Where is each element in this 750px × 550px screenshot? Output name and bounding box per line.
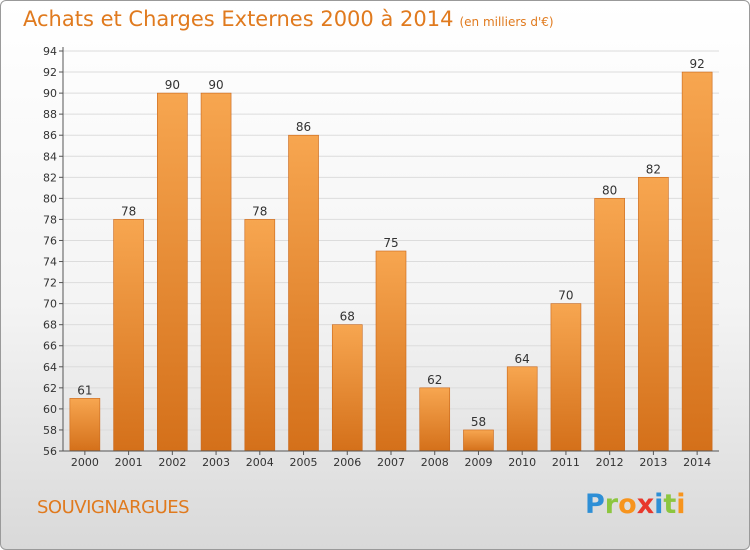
x-tick-label: 2006 (333, 456, 361, 469)
y-tick-label: 80 (43, 192, 57, 205)
proxiti-logo: Proxiti (585, 489, 686, 520)
y-tick-label: 82 (43, 171, 57, 184)
y-tick-label: 68 (43, 319, 57, 332)
x-tick-label: 2010 (508, 456, 536, 469)
bar (550, 303, 582, 452)
y-tick-label: 70 (43, 298, 57, 311)
y-tick-label: 56 (43, 445, 57, 458)
bar (594, 198, 625, 452)
y-tick-label: 86 (43, 129, 57, 142)
axis-layer: 56 58 60 62 64 66 68 70 72 74 76 78 80 82 84 86 88 90 92 94… (43, 45, 719, 469)
bar-value-label: 70 (558, 289, 573, 303)
chart-title: Achats et Charges Externes 2000 à 2014 (e… (23, 7, 554, 31)
bar (113, 219, 144, 452)
logo-letter: o (618, 489, 637, 520)
x-tick-label: 2000 (71, 456, 99, 469)
bar-value-label: 86 (296, 120, 311, 134)
y-tick-label: 58 (43, 424, 57, 437)
x-tick-label: 2002 (158, 456, 186, 469)
y-tick-label: 62 (43, 382, 57, 395)
bar (331, 324, 363, 452)
logo-letter: i (676, 489, 686, 520)
chart-title-text: Achats et Charges Externes 2000 à 2014 (23, 7, 454, 31)
logo-letter: i (654, 489, 664, 520)
y-tick-label: 64 (43, 361, 57, 374)
logo-letter: t (663, 489, 677, 520)
bar-value-label: 68 (340, 310, 355, 324)
logo-letter: P (585, 489, 605, 520)
bar (506, 366, 538, 452)
bar-value-label: 62 (427, 373, 442, 387)
bar-value-label: 64 (515, 352, 530, 366)
y-tick-label: 60 (43, 403, 57, 416)
y-tick-label: 94 (43, 45, 57, 58)
logo-letter: x (636, 489, 655, 520)
y-tick-label: 78 (43, 213, 57, 226)
y-tick-label: 90 (43, 87, 57, 100)
bar-layer: 61 78 90 90 78 86 68 75 62 58 64 70 80 82 92 (69, 57, 713, 452)
bar-value-label: 90 (165, 78, 180, 92)
x-tick-label: 2004 (246, 456, 274, 469)
x-tick-label: 2013 (639, 456, 667, 469)
bar (244, 219, 276, 452)
bar-value-label: 61 (77, 383, 92, 397)
y-tick-label: 84 (43, 150, 57, 163)
x-tick-label: 2001 (115, 456, 143, 469)
bar (288, 134, 319, 452)
commune-name: SOUVIGNARGUES (37, 497, 190, 518)
bar (419, 387, 451, 452)
bar-value-label: 82 (646, 162, 661, 176)
bar-value-label: 78 (121, 204, 136, 218)
bar-value-label: 58 (471, 415, 486, 429)
y-tick-label: 76 (43, 234, 57, 247)
x-tick-label: 2005 (290, 456, 318, 469)
bar-value-label: 92 (689, 57, 704, 71)
x-tick-label: 2012 (596, 456, 624, 469)
y-tick-label: 72 (43, 277, 57, 290)
bar (157, 92, 188, 452)
x-tick-label: 2003 (202, 456, 230, 469)
x-tick-label: 2014 (683, 456, 711, 469)
x-tick-label: 2009 (464, 456, 492, 469)
bar-value-label: 75 (383, 236, 398, 250)
y-tick-label: 92 (43, 66, 57, 79)
y-tick-label: 74 (43, 256, 57, 269)
bar (681, 71, 713, 452)
bar (375, 250, 407, 452)
bar-value-label: 78 (252, 204, 267, 218)
bar (69, 398, 101, 452)
x-tick-label: 2008 (421, 456, 449, 469)
y-tick-label: 88 (43, 108, 57, 121)
y-tick-label: 66 (43, 340, 57, 353)
bar (200, 92, 232, 452)
x-tick-label: 2007 (377, 456, 405, 469)
chart-unit: (en milliers d'€) (459, 15, 554, 29)
bar (463, 429, 494, 452)
x-tick-label: 2011 (552, 456, 580, 469)
bar (638, 177, 669, 452)
bar-value-label: 90 (208, 78, 223, 92)
bar-value-label: 80 (602, 183, 617, 197)
logo-letter: r (604, 489, 619, 520)
